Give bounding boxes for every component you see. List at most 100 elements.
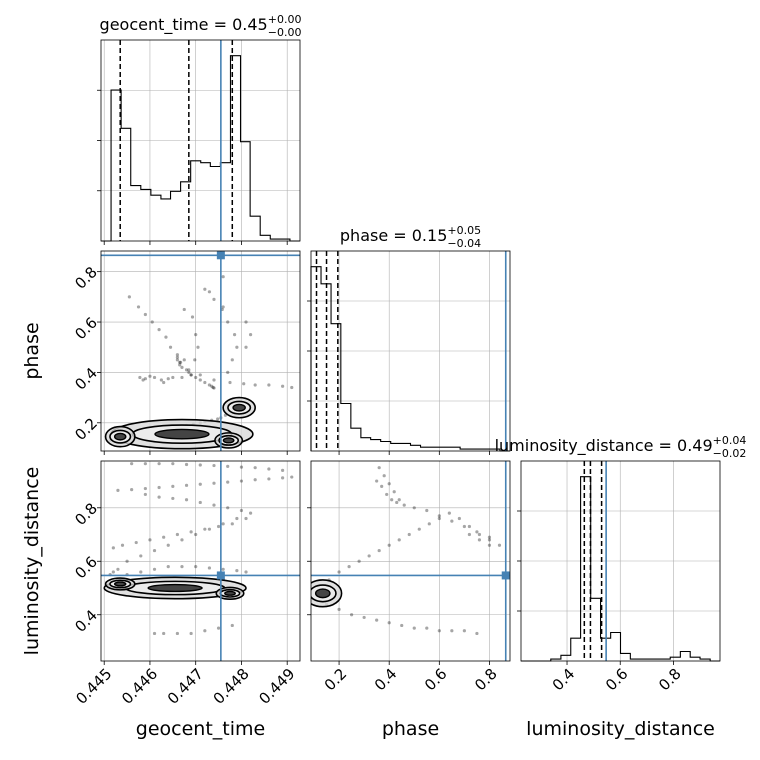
tick-label-luminosity_distance: 0.4 <box>71 606 101 636</box>
panel-luminosity_distance_vs_geocent_time <box>103 462 294 636</box>
sample-point <box>232 333 237 337</box>
sample-point <box>193 358 197 362</box>
axis-label-phase-y: phase <box>21 322 43 379</box>
sample-point <box>203 629 207 633</box>
sample-point <box>190 315 195 319</box>
sample-point <box>425 508 429 513</box>
title-main: geocent_time = 0.45 <box>100 15 268 35</box>
sample-point <box>203 380 207 385</box>
sample-point <box>152 375 157 380</box>
sample-point <box>212 503 216 507</box>
sample-point <box>230 623 234 628</box>
sample-point <box>143 492 147 497</box>
sample-point <box>497 543 502 547</box>
truth-marker <box>216 251 225 260</box>
sample-point <box>212 463 216 468</box>
sample-point <box>141 378 145 382</box>
sample-point <box>175 355 179 359</box>
sample-point <box>230 522 234 526</box>
sample-point <box>180 565 184 569</box>
sample-point <box>457 516 461 521</box>
sample-point <box>171 496 175 501</box>
tick-label-geocent_time: 0.448 <box>210 665 253 708</box>
sample-point <box>130 462 134 466</box>
sample-point <box>350 613 354 617</box>
sample-point <box>203 287 207 291</box>
sample-point <box>244 570 248 574</box>
sample-point <box>397 538 401 542</box>
sample-point <box>226 464 230 468</box>
sample-point <box>159 378 163 382</box>
sample-point <box>152 548 157 553</box>
sample-point <box>242 382 246 386</box>
sample-point <box>211 385 215 390</box>
sample-point <box>194 565 198 569</box>
contour-inner <box>147 583 203 593</box>
sample-point <box>212 378 216 382</box>
sample-point <box>462 524 466 529</box>
title-plus: +0.05 <box>447 224 481 237</box>
sample-point <box>203 527 207 531</box>
sample-point <box>380 484 384 489</box>
histogram-phase <box>310 266 510 452</box>
sample-point <box>187 370 191 375</box>
tick-label-luminosity_distance: 0.6 <box>602 665 632 695</box>
sample-point <box>175 631 179 636</box>
sample-point <box>194 532 198 537</box>
sample-point <box>375 479 379 483</box>
sample-point <box>168 345 173 349</box>
panel-luminosity_distance_vs_phase <box>311 466 502 636</box>
sample-point <box>407 532 411 537</box>
sample-point <box>450 519 454 523</box>
sample-point <box>210 384 214 388</box>
sample-point <box>164 335 168 339</box>
sample-point <box>184 483 189 487</box>
sample-point <box>337 570 341 574</box>
sample-point <box>198 500 202 505</box>
sample-point <box>290 385 294 390</box>
title-plus: +0.04 <box>713 434 747 447</box>
sample-point <box>347 565 351 569</box>
title-main: luminosity_distance = 0.49 <box>495 436 713 456</box>
sample-point <box>267 467 271 471</box>
sample-point <box>244 345 248 349</box>
title-minus: −0.00 <box>268 26 302 39</box>
sample-point <box>216 524 221 529</box>
title-phase: phase = 0.15+0.05 −0.04 <box>340 224 481 250</box>
axis-label-geocent_time: geocent_time <box>136 718 265 740</box>
sample-point <box>244 320 248 324</box>
sample-point <box>120 543 125 547</box>
sample-point <box>281 476 285 480</box>
sample-point <box>397 498 401 502</box>
sample-point <box>357 559 361 563</box>
sample-point <box>178 363 182 367</box>
sample-point <box>487 535 492 539</box>
title-main: phase = 0.15 <box>340 226 447 245</box>
sample-point <box>187 368 191 372</box>
sample-point <box>216 626 221 630</box>
sample-point <box>212 386 216 390</box>
sample-point <box>221 522 225 526</box>
sample-point <box>171 484 175 489</box>
sample-point <box>387 543 391 547</box>
axes-frame-geocent_time-phase <box>100 250 301 452</box>
sample-point <box>377 548 381 553</box>
axis-label-phase: phase <box>382 718 439 740</box>
sample-point <box>467 524 471 529</box>
sample-point <box>437 514 441 518</box>
sample-point <box>152 567 157 571</box>
sample-point <box>230 358 234 362</box>
sample-point <box>207 383 212 387</box>
sample-point <box>248 333 253 337</box>
tick-label-phase: 0.6 <box>421 665 451 695</box>
sample-point <box>180 375 184 380</box>
sample-point <box>239 465 244 469</box>
title-minus: −0.04 <box>447 237 481 250</box>
sample-point <box>171 462 175 466</box>
sample-point <box>143 486 147 491</box>
sample-point <box>392 490 396 494</box>
sample-point <box>477 532 482 537</box>
sample-point <box>253 478 257 482</box>
sample-point <box>253 383 257 387</box>
sample-point <box>487 538 492 542</box>
